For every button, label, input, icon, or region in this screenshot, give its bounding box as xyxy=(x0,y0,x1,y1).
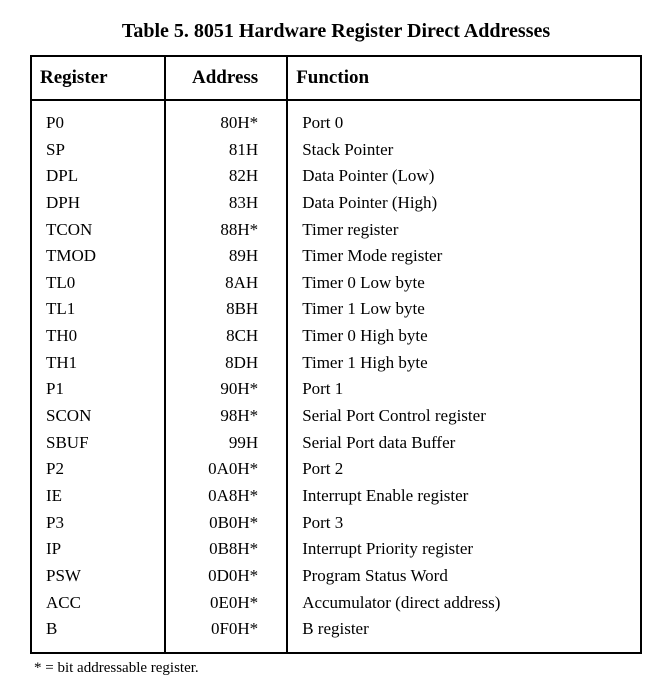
cell-address: 8CH xyxy=(165,323,287,350)
table-row: TH18DHTimer 1 High byte xyxy=(31,350,641,377)
footnote: * = bit addressable register. xyxy=(30,660,642,677)
cell-register: P2 xyxy=(31,456,165,483)
cell-register: TL0 xyxy=(31,270,165,297)
table-row: PSW0D0H*Program Status Word xyxy=(31,563,641,590)
cell-address: 89H xyxy=(165,243,287,270)
table-row: SBUF99HSerial Port data Buffer xyxy=(31,430,641,457)
cell-address: 8BH xyxy=(165,296,287,323)
table-row: TH08CHTimer 0 High byte xyxy=(31,323,641,350)
cell-function: Timer Mode register xyxy=(287,243,641,270)
cell-function: Timer 0 High byte xyxy=(287,323,641,350)
table-row: P190H*Port 1 xyxy=(31,376,641,403)
header-row: Register Address Function xyxy=(31,56,641,100)
cell-function: Timer register xyxy=(287,217,641,244)
table-title: Table 5. 8051 Hardware Register Direct A… xyxy=(30,20,642,43)
cell-function: Timer 1 High byte xyxy=(287,350,641,377)
table-row: P080H*Port 0 xyxy=(31,100,641,137)
table-row: SCON98H*Serial Port Control register xyxy=(31,403,641,430)
cell-register: SP xyxy=(31,137,165,164)
cell-register: P3 xyxy=(31,510,165,537)
table-row: IP0B8H*Interrupt Priority register xyxy=(31,536,641,563)
cell-function: B register xyxy=(287,616,641,653)
table-row: TL18BHTimer 1 Low byte xyxy=(31,296,641,323)
cell-register: IP xyxy=(31,536,165,563)
cell-address: 8DH xyxy=(165,350,287,377)
table-row: P30B0H*Port 3 xyxy=(31,510,641,537)
table-row: B0F0H*B register xyxy=(31,616,641,653)
cell-function: Data Pointer (High) xyxy=(287,190,641,217)
table-row: SP81HStack Pointer xyxy=(31,137,641,164)
table-row: DPL82HData Pointer (Low) xyxy=(31,163,641,190)
cell-register: DPL xyxy=(31,163,165,190)
header-address: Address xyxy=(165,56,287,100)
cell-function: Program Status Word xyxy=(287,563,641,590)
cell-register: DPH xyxy=(31,190,165,217)
table-row: IE0A8H*Interrupt Enable register xyxy=(31,483,641,510)
cell-function: Timer 0 Low byte xyxy=(287,270,641,297)
cell-address: 0F0H* xyxy=(165,616,287,653)
cell-address: 98H* xyxy=(165,403,287,430)
cell-function: Port 2 xyxy=(287,456,641,483)
cell-register: TH0 xyxy=(31,323,165,350)
cell-address: 0D0H* xyxy=(165,563,287,590)
cell-function: Port 1 xyxy=(287,376,641,403)
cell-address: 80H* xyxy=(165,100,287,137)
header-function: Function xyxy=(287,56,641,100)
cell-function: Interrupt Priority register xyxy=(287,536,641,563)
cell-function: Port 3 xyxy=(287,510,641,537)
cell-address: 0A8H* xyxy=(165,483,287,510)
table-row: DPH83HData Pointer (High) xyxy=(31,190,641,217)
cell-address: 0B0H* xyxy=(165,510,287,537)
cell-function: Interrupt Enable register xyxy=(287,483,641,510)
table-row: TCON88H*Timer register xyxy=(31,217,641,244)
cell-address: 90H* xyxy=(165,376,287,403)
cell-address: 0A0H* xyxy=(165,456,287,483)
cell-register: P1 xyxy=(31,376,165,403)
table-row: P20A0H*Port 2 xyxy=(31,456,641,483)
table-row: TL08AHTimer 0 Low byte xyxy=(31,270,641,297)
table-row: TMOD89HTimer Mode register xyxy=(31,243,641,270)
cell-address: 8AH xyxy=(165,270,287,297)
cell-function: Stack Pointer xyxy=(287,137,641,164)
cell-function: Data Pointer (Low) xyxy=(287,163,641,190)
cell-address: 81H xyxy=(165,137,287,164)
cell-register: B xyxy=(31,616,165,653)
cell-register: TMOD xyxy=(31,243,165,270)
cell-function: Accumulator (direct address) xyxy=(287,590,641,617)
cell-address: 0B8H* xyxy=(165,536,287,563)
cell-register: ACC xyxy=(31,590,165,617)
header-register: Register xyxy=(31,56,165,100)
cell-register: P0 xyxy=(31,100,165,137)
cell-address: 99H xyxy=(165,430,287,457)
cell-function: Serial Port Control register xyxy=(287,403,641,430)
table-row: ACC0E0H*Accumulator (direct address) xyxy=(31,590,641,617)
cell-register: SCON xyxy=(31,403,165,430)
cell-register: TL1 xyxy=(31,296,165,323)
cell-register: TCON xyxy=(31,217,165,244)
cell-register: TH1 xyxy=(31,350,165,377)
cell-function: Timer 1 Low byte xyxy=(287,296,641,323)
cell-function: Serial Port data Buffer xyxy=(287,430,641,457)
cell-address: 83H xyxy=(165,190,287,217)
cell-address: 88H* xyxy=(165,217,287,244)
register-table: Register Address Function P080H*Port 0SP… xyxy=(30,55,642,654)
cell-register: PSW xyxy=(31,563,165,590)
cell-function: Port 0 xyxy=(287,100,641,137)
cell-address: 82H xyxy=(165,163,287,190)
cell-address: 0E0H* xyxy=(165,590,287,617)
table-body: P080H*Port 0SP81HStack PointerDPL82HData… xyxy=(31,100,641,653)
cell-register: IE xyxy=(31,483,165,510)
cell-register: SBUF xyxy=(31,430,165,457)
